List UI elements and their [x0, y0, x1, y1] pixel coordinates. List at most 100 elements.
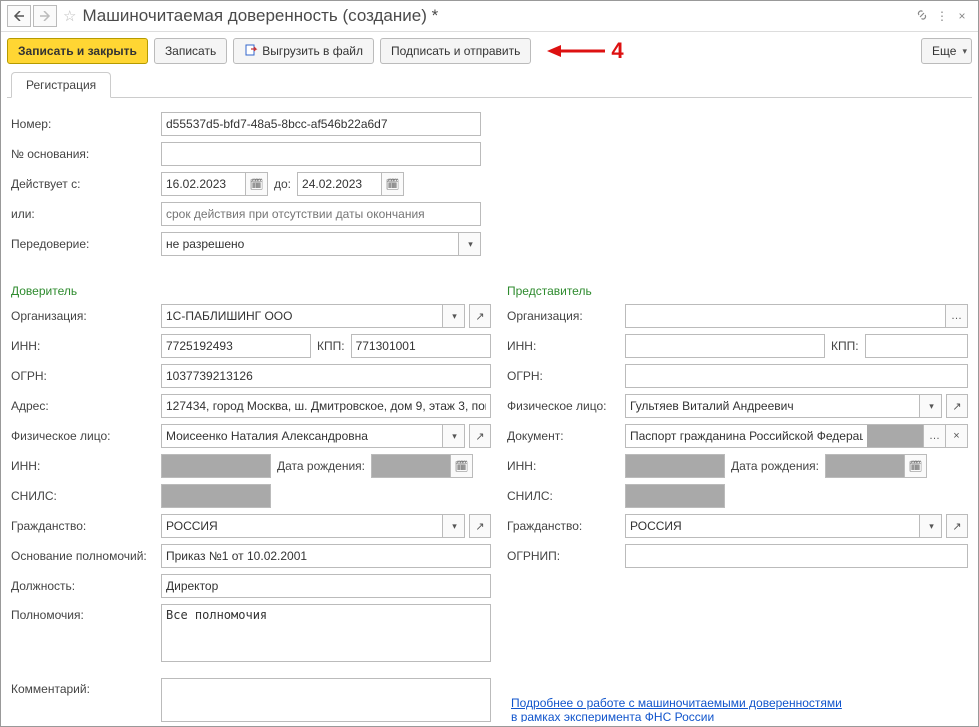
p-citizenship-dropdown-button[interactable]: ▾ [443, 514, 465, 538]
valid-to-calendar-button[interactable]: 🗓 [382, 172, 404, 196]
r-organization-select-button[interactable]: … [946, 304, 968, 328]
chevron-down-icon: ▾ [452, 311, 457, 322]
link-icon[interactable] [912, 8, 932, 25]
valid-from-calendar-button[interactable]: 🗓 [246, 172, 268, 196]
chevron-down-icon: ▾ [929, 521, 934, 532]
chevron-down-icon: ▾ [452, 521, 457, 532]
comment-textarea[interactable] [161, 678, 491, 722]
chevron-down-icon: ▾ [962, 46, 967, 57]
p-individual-dropdown-button[interactable]: ▾ [443, 424, 465, 448]
number-input[interactable] [161, 112, 481, 136]
save-and-close-button[interactable]: Записать и закрыть [7, 38, 148, 64]
nav-forward-button[interactable] [33, 5, 57, 27]
validity-alt-input[interactable] [161, 202, 481, 226]
title-bar: ☆ Машиночитаемая доверенность (создание)… [1, 1, 978, 32]
label-powers: Полномочия: [11, 604, 161, 622]
p-snils-input[interactable] [161, 484, 271, 508]
label-to: до: [274, 177, 291, 191]
r-individual-dropdown-button[interactable]: ▾ [920, 394, 942, 418]
label-p-individual: Физическое лицо: [11, 429, 161, 443]
calendar-icon: 🗓 [386, 178, 400, 191]
r-organization-input[interactable] [625, 304, 946, 328]
label-basis-no: № основания: [11, 147, 161, 161]
label-r-ogrnip: ОГРНИП: [507, 549, 625, 563]
p-ogrn-input[interactable] [161, 364, 491, 388]
position-input[interactable] [161, 574, 491, 598]
label-r-inn2: ИНН: [507, 459, 625, 473]
label-valid-from: Действует с: [11, 177, 161, 191]
label-r-organization: Организация: [507, 309, 625, 323]
sub-delegation-dropdown-button[interactable]: ▾ [459, 232, 481, 256]
sub-delegation-select[interactable] [161, 232, 459, 256]
r-individual-open-button[interactable]: ↗ [946, 394, 968, 418]
label-p-birth: Дата рождения: [277, 459, 365, 473]
section-title-principal: Доверитель [11, 284, 491, 298]
p-organization-input[interactable] [161, 304, 443, 328]
favorite-star-icon[interactable]: ☆ [63, 7, 76, 25]
label-or: или: [11, 207, 161, 221]
info-link-box: Подробнее о работе с машиночитаемыми дов… [507, 694, 968, 722]
ellipsis-icon: … [951, 310, 962, 322]
export-to-file-button[interactable]: Выгрузить в файл [233, 38, 374, 64]
info-link-line1[interactable]: Подробнее о работе с машиночитаемыми дов… [511, 696, 842, 710]
export-to-file-label: Выгрузить в файл [262, 44, 363, 58]
tab-registration[interactable]: Регистрация [11, 72, 111, 98]
r-snils-input[interactable] [625, 484, 725, 508]
info-link-line2[interactable]: в рамках эксперимента ФНС России [511, 710, 714, 722]
p-individual-input[interactable] [161, 424, 443, 448]
label-r-kpp: КПП: [831, 339, 859, 353]
ellipsis-icon: … [929, 430, 940, 442]
r-ogrn-input[interactable] [625, 364, 968, 388]
p-organization-dropdown-button[interactable]: ▾ [443, 304, 465, 328]
r-inn-input[interactable] [625, 334, 825, 358]
calendar-icon: 🗓 [909, 460, 923, 473]
p-organization-open-button[interactable]: ↗ [469, 304, 491, 328]
sign-and-send-button[interactable]: Подписать и отправить [380, 38, 531, 64]
p-address-input[interactable] [161, 394, 491, 418]
r-citizenship-dropdown-button[interactable]: ▾ [920, 514, 942, 538]
label-p-kpp: КПП: [317, 339, 345, 353]
valid-from-input[interactable] [161, 172, 246, 196]
nav-back-button[interactable] [7, 5, 31, 27]
more-button[interactable]: Еще ▾ [921, 38, 972, 64]
chevron-down-icon: ▾ [452, 431, 457, 442]
p-citizenship-input[interactable] [161, 514, 443, 538]
toolbar: Записать и закрыть Записать Выгрузить в … [1, 32, 978, 70]
label-p-ogrn: ОГРН: [11, 369, 161, 383]
valid-to-input[interactable] [297, 172, 382, 196]
open-icon: ↗ [475, 430, 484, 443]
close-icon[interactable]: × [952, 9, 972, 23]
r-kpp-input[interactable] [865, 334, 968, 358]
label-number: Номер: [11, 117, 161, 131]
authority-basis-input[interactable] [161, 544, 491, 568]
r-citizenship-open-button[interactable]: ↗ [946, 514, 968, 538]
p-birth-calendar-button[interactable]: 🗓 [451, 454, 473, 478]
r-birth-date-input[interactable] [825, 454, 905, 478]
r-ogrnip-input[interactable] [625, 544, 968, 568]
label-p-inn: ИНН: [11, 339, 161, 353]
window-title: Машиночитаемая доверенность (создание) * [82, 6, 912, 26]
basis-no-input[interactable] [161, 142, 481, 166]
p-kpp-input[interactable] [351, 334, 491, 358]
open-icon: ↗ [475, 310, 484, 323]
r-document-select-button[interactable]: … [924, 424, 946, 448]
p-inn-input[interactable] [161, 334, 311, 358]
more-label: Еще [932, 44, 956, 58]
open-icon: ↗ [475, 520, 484, 533]
powers-textarea[interactable] [161, 604, 491, 662]
label-r-snils: СНИЛС: [507, 489, 625, 503]
export-file-icon [244, 44, 258, 58]
r-individual-input[interactable] [625, 394, 920, 418]
r-document-clear-button[interactable]: × [946, 424, 968, 448]
p-citizenship-open-button[interactable]: ↗ [469, 514, 491, 538]
p-individual-inn-input[interactable] [161, 454, 271, 478]
r-citizenship-input[interactable] [625, 514, 920, 538]
kebab-menu-icon[interactable]: ⋮ [932, 9, 952, 23]
calendar-icon: 🗓 [455, 460, 469, 473]
r-individual-inn-input[interactable] [625, 454, 725, 478]
r-birth-calendar-button[interactable]: 🗓 [905, 454, 927, 478]
p-individual-open-button[interactable]: ↗ [469, 424, 491, 448]
label-position: Должность: [11, 579, 161, 593]
save-button[interactable]: Записать [154, 38, 227, 64]
p-birth-date-input[interactable] [371, 454, 451, 478]
